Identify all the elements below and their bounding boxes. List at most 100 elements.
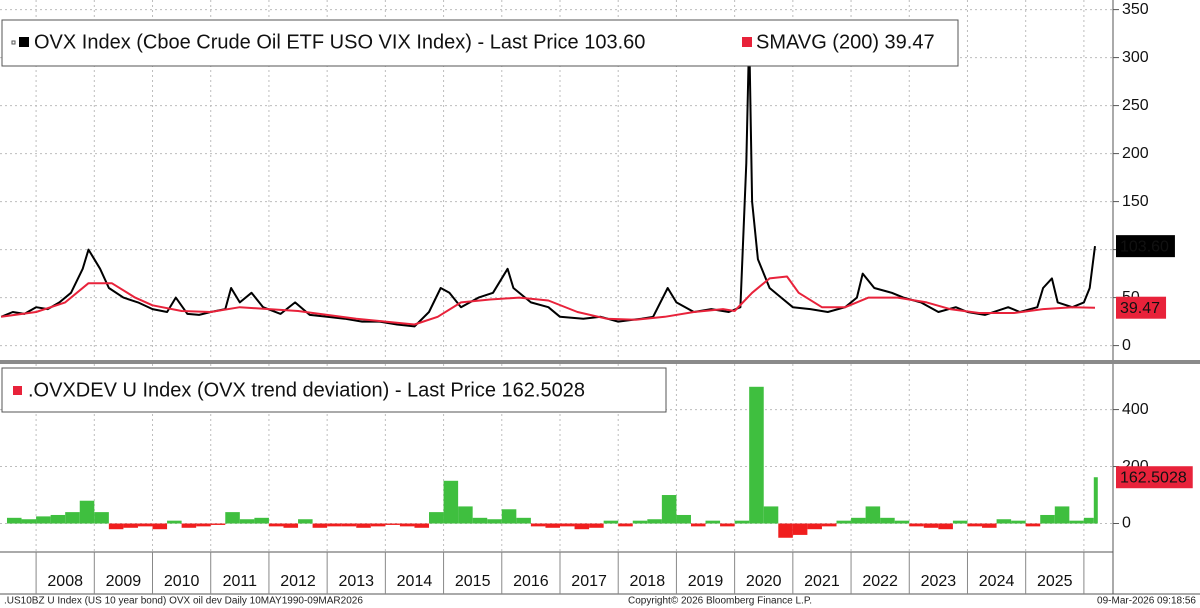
bar — [239, 519, 255, 524]
bar — [807, 523, 822, 530]
bar — [6, 517, 22, 524]
bar — [938, 523, 953, 530]
legend-entry: SMAVG (200) 39.47 — [756, 31, 935, 53]
bar — [283, 523, 299, 528]
marks — [0, 32, 1098, 538]
footer-right: 09-Mar-2026 09:18:56 — [1097, 596, 1196, 607]
legend-entry: OVX Index (Cboe Crude Oil ETF USO VIX In… — [34, 31, 645, 53]
bar — [1054, 506, 1070, 524]
bar — [312, 523, 328, 528]
x-tick-label: 2015 — [455, 573, 491, 590]
bar — [778, 523, 793, 538]
legend-marker — [13, 386, 22, 395]
bar — [1040, 514, 1055, 524]
footer-left: .US10BZ U Index (US 10 year bond) OVX oi… — [4, 596, 363, 607]
bar — [79, 500, 95, 524]
bar — [1083, 517, 1094, 524]
x-tick-label: 2023 — [921, 573, 957, 590]
bar — [458, 506, 473, 524]
y-tick-label: 300 — [1122, 49, 1149, 66]
bar — [734, 520, 750, 524]
bar — [690, 523, 706, 527]
bar — [268, 523, 284, 527]
bar — [763, 506, 779, 524]
bar — [487, 519, 502, 524]
bar — [443, 480, 459, 524]
value-label: 39.47 — [1120, 300, 1160, 317]
x-tick-label: 2008 — [47, 573, 83, 590]
legend-entry: .OVXDEV U Index (OVX trend deviation) - … — [28, 379, 585, 401]
y-tick-label: 350 — [1122, 1, 1149, 18]
x-tick-label: 2020 — [746, 573, 782, 590]
bar — [821, 523, 837, 527]
x-tick-label: 2010 — [164, 573, 200, 590]
bar — [632, 520, 648, 524]
y-tick-label: 0 — [1122, 337, 1131, 354]
bar — [647, 519, 662, 524]
bar — [792, 523, 808, 535]
bar — [50, 514, 66, 524]
bar — [530, 523, 546, 527]
bar — [851, 517, 866, 524]
bar — [705, 520, 721, 524]
bar — [952, 520, 968, 524]
bar — [108, 523, 124, 530]
bar — [196, 523, 211, 527]
x-tick-label: 2016 — [513, 573, 549, 590]
bar — [1093, 477, 1098, 524]
bar — [399, 523, 415, 527]
legend-marker — [742, 37, 752, 47]
bar — [385, 523, 400, 525]
bar — [152, 523, 168, 530]
bar — [749, 386, 764, 524]
bar — [123, 523, 138, 528]
bar — [341, 523, 357, 527]
bar — [225, 512, 240, 524]
value-label-box — [1116, 235, 1175, 258]
bar — [356, 523, 371, 528]
x-tick-label: 2018 — [630, 573, 666, 590]
bar — [65, 512, 80, 524]
y-tick-label: 0 — [1122, 515, 1131, 532]
bar — [559, 523, 575, 527]
footer-center: Copyright© 2026 Bloomberg Finance L.P. — [628, 596, 812, 607]
bar — [21, 519, 37, 524]
legend-box — [1, 367, 667, 413]
bar — [94, 512, 109, 524]
bar — [574, 523, 590, 530]
bar — [982, 523, 997, 528]
y-tick-label: 400 — [1122, 401, 1149, 418]
x-tick-label: 2017 — [571, 573, 607, 590]
bar — [880, 517, 895, 524]
bar — [836, 520, 852, 524]
bar — [137, 523, 153, 527]
legend-small-marker — [11, 40, 16, 45]
legend-box — [1, 19, 959, 67]
bar — [1069, 520, 1084, 524]
bar — [909, 523, 924, 527]
bar — [1025, 523, 1041, 527]
bar — [865, 506, 881, 524]
bar — [414, 523, 430, 528]
x-tick-label: 2013 — [338, 573, 374, 590]
bar — [589, 523, 604, 528]
bar — [676, 514, 691, 524]
x-tick-label: 2021 — [804, 573, 840, 590]
x-tick-label: 2022 — [862, 573, 898, 590]
bar — [516, 517, 531, 524]
bar — [967, 523, 983, 527]
bar — [254, 517, 269, 524]
bar — [370, 523, 386, 527]
value-label: 162.5028 — [1120, 469, 1187, 486]
bar — [720, 523, 735, 527]
bar — [501, 509, 517, 524]
x-tick-label: 2012 — [280, 573, 316, 590]
bar — [210, 523, 226, 525]
x-tick-label: 2011 — [223, 573, 258, 590]
bar — [429, 512, 444, 524]
bar — [603, 520, 619, 524]
bar — [996, 519, 1012, 524]
value-labels: 103.60 39.47 162.5028 — [1116, 235, 1193, 489]
